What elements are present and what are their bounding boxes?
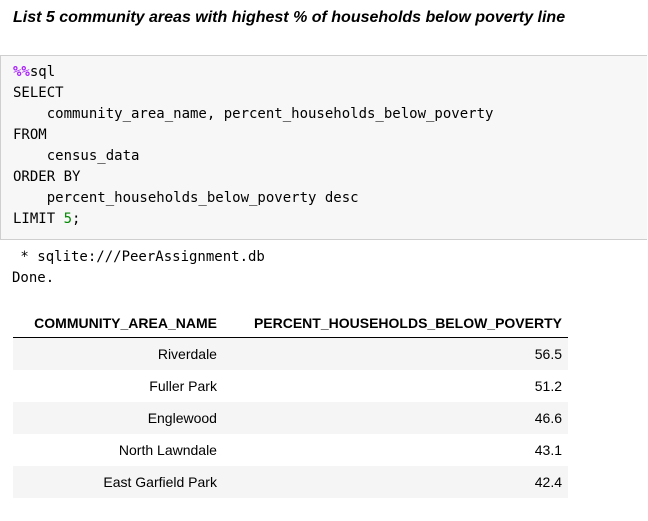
table-cell: East Garfield Park (103, 474, 217, 490)
code: %%sql SELECT community_area_name, percen… (13, 62, 493, 230)
code-token: census_data (13, 148, 140, 164)
heading: List 5 community areas with highest % of… (13, 9, 566, 26)
table-cell: Fuller Park (149, 378, 217, 394)
table-cell: North Lawndale (118, 442, 217, 458)
code-token: SELECT (13, 85, 64, 101)
result-table: COMMUNITY_AREA_NAME PERCENT_HOUSEHOLDS_B… (13, 309, 568, 498)
output-line: Done. (12, 270, 55, 286)
code-token: sql (29, 64, 56, 80)
code-token: ; (72, 211, 81, 227)
code-token: percent_households_below_poverty desc (13, 190, 359, 206)
table-row: Riverdale 56.5 (13, 337, 568, 370)
header-row: COMMUNITY_AREA_NAME PERCENT_HOUSEHOLDS_B… (13, 309, 568, 338)
output-line: * sqlite:///PeerAssignment.db (12, 249, 265, 265)
table-row: East Garfield Park 42.4 (13, 466, 568, 498)
table-row: North Lawndale 43.1 (13, 434, 568, 466)
table-row: Fuller Park 51.2 (13, 370, 568, 402)
code-token: 5 (63, 211, 73, 227)
code-token: community_area_name, percent_households_… (13, 106, 494, 122)
table-cell: 46.6 (534, 410, 562, 426)
table-cell: 43.1 (534, 442, 562, 458)
table-cell: 42.4 (534, 474, 562, 490)
output: * sqlite:///PeerAssignment.db Done. (12, 247, 265, 289)
table-row: Englewood 46.6 (13, 402, 568, 434)
code-cell[interactable]: %%sql SELECT community_area_name, percen… (0, 55, 647, 240)
table-cell: Englewood (147, 410, 217, 426)
table-cell: Riverdale (157, 346, 217, 362)
code-token: LIMIT (13, 211, 64, 227)
code-token: ORDER BY (13, 169, 81, 185)
column-header: PERCENT_HOUSEHOLDS_BELOW_POVERTY (222, 309, 568, 338)
code-token: FROM (13, 127, 47, 143)
table-cell: 51.2 (534, 378, 562, 394)
table-cell: 56.5 (534, 346, 562, 362)
column-header: COMMUNITY_AREA_NAME (13, 309, 223, 338)
code-token: %% (13, 64, 30, 80)
